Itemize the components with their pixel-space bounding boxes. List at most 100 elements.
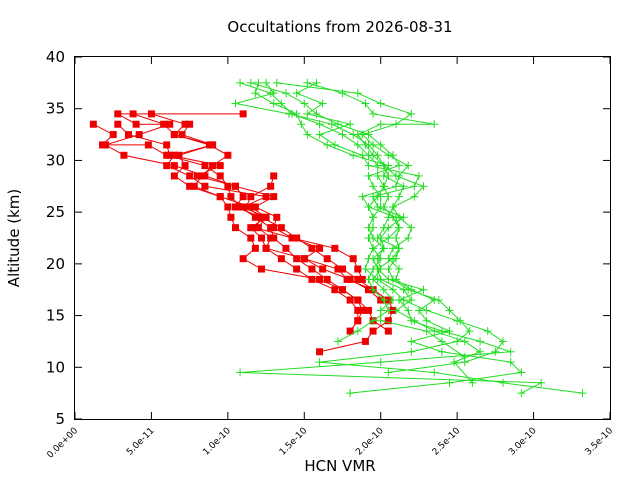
data-point: [537, 378, 546, 387]
data-point: [578, 389, 587, 398]
data-point: [323, 255, 331, 263]
data-point: [392, 182, 400, 191]
y-tick-label: 15: [46, 307, 65, 325]
data-point: [430, 368, 439, 377]
x-axis-label: HCN VMR: [304, 457, 375, 475]
data-point: [373, 192, 382, 201]
data-point: [251, 203, 259, 211]
data-point: [376, 99, 385, 108]
data-point: [334, 265, 342, 273]
data-point: [364, 234, 373, 242]
data-point: [319, 265, 327, 273]
data-point: [364, 254, 373, 263]
data-point: [404, 306, 413, 315]
data-point: [147, 110, 155, 118]
data-point: [144, 141, 152, 149]
data-point: [499, 378, 507, 387]
data-point: [120, 151, 128, 159]
data-point: [369, 265, 378, 274]
data-point: [236, 368, 245, 377]
data-point: [300, 255, 308, 263]
y-tick-label: 10: [46, 358, 65, 376]
data-point: [346, 296, 354, 304]
data-point: [384, 265, 393, 274]
data-point: [231, 99, 240, 108]
data-point: [369, 109, 378, 118]
data-point: [114, 120, 122, 128]
data-point: [89, 120, 97, 128]
data-point: [331, 244, 339, 252]
data-point: [358, 151, 367, 160]
data-point: [376, 254, 385, 263]
data-point: [388, 151, 397, 160]
data-point: [354, 296, 362, 304]
data-point: [392, 234, 400, 242]
data-point: [364, 275, 373, 284]
data-point: [333, 337, 342, 346]
data-point: [181, 120, 189, 128]
data-point: [430, 120, 439, 129]
data-point: [262, 244, 270, 252]
data-point: [166, 151, 174, 159]
data-point: [227, 193, 235, 201]
data-point: [399, 285, 408, 294]
data-point: [257, 234, 265, 242]
data-point: [354, 265, 362, 273]
series-line: [307, 82, 482, 384]
data-point: [364, 161, 373, 170]
data-point: [384, 213, 393, 222]
data-point: [327, 120, 336, 129]
data-point: [384, 317, 392, 325]
data-point: [419, 285, 428, 294]
data-point: [460, 337, 469, 346]
data-point: [422, 306, 431, 315]
data-point: [270, 193, 278, 201]
data-point: [277, 255, 285, 263]
y-tick-label: 30: [46, 151, 65, 169]
data-point: [270, 172, 278, 180]
data-point: [209, 141, 217, 149]
data-point: [232, 224, 239, 232]
data-point: [506, 347, 515, 356]
data-point: [267, 182, 275, 190]
data-point: [251, 89, 260, 98]
data-point: [404, 234, 413, 242]
data-point: [376, 316, 385, 325]
data-point: [338, 89, 347, 98]
data-point: [407, 337, 416, 346]
data-point: [379, 296, 388, 305]
data-point: [399, 213, 408, 222]
data-point: [242, 203, 250, 211]
data-point: [339, 286, 346, 294]
data-point: [445, 327, 454, 336]
data-point: [407, 296, 416, 305]
data-point: [178, 131, 186, 139]
data-point: [251, 244, 259, 252]
data-point: [395, 244, 404, 253]
data-point: [163, 162, 171, 170]
data-point: [331, 286, 339, 294]
data-point: [395, 223, 404, 232]
data-point: [109, 131, 117, 139]
data-point: [346, 389, 355, 398]
data-point: [346, 327, 354, 335]
data-point: [364, 171, 373, 180]
data-point: [388, 296, 397, 305]
data-point: [247, 203, 255, 211]
data-point: [358, 306, 366, 314]
data-point: [483, 327, 492, 336]
data-point: [392, 213, 400, 222]
data-point: [468, 378, 477, 387]
data-point: [376, 358, 385, 367]
data-point: [292, 89, 301, 98]
data-point: [384, 368, 393, 377]
data-point: [160, 120, 168, 128]
data-point: [399, 296, 408, 305]
data-point: [114, 110, 122, 118]
data-point: [170, 172, 178, 180]
series-green-13: [231, 78, 393, 346]
data-point: [361, 337, 369, 345]
data-point: [300, 99, 309, 108]
